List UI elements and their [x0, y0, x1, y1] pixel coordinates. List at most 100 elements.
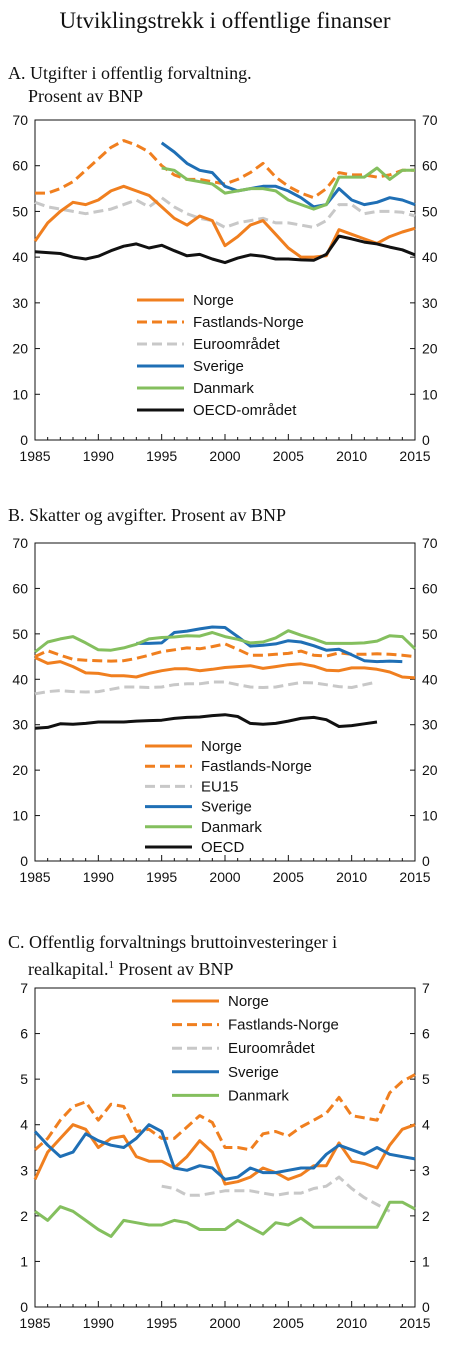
panel-c-legend-label-fastlands-norge: Fastlands-Norge	[228, 1017, 339, 1034]
panel-b-series-norge	[34, 656, 416, 680]
panel-c-ytick-right-label: 3	[422, 1162, 430, 1178]
panel-a-legend-label-oecd-omradet: OECD-området	[193, 402, 297, 419]
panel-a-ytick-right-label: 70	[422, 112, 438, 128]
panel-c-legend-label-sverige: Sverige	[228, 1064, 279, 1081]
panel-b-ytick-left-label: 40	[12, 671, 28, 687]
panel-a-xtick-label: 2005	[273, 448, 304, 464]
panel-b-ytick-right-label: 30	[422, 717, 438, 733]
panel-b-ytick-left-label: 10	[12, 808, 28, 824]
panel-b-ytick-right-label: 50	[422, 626, 438, 642]
panel-c-ytick-left-label: 3	[20, 1162, 28, 1178]
panel-a-ytick-right-label: 10	[422, 386, 438, 402]
panel-c-ytick-left-label: 5	[20, 1071, 28, 1087]
panel-b-xtick-label: 2000	[209, 869, 240, 885]
panel-c-ytick-right-label: 4	[422, 1117, 430, 1133]
panel-c-xtick-label: 1990	[83, 1315, 114, 1331]
panel-a-series-fastlands-norge	[35, 139, 415, 200]
panel-c-series-euroomradet	[161, 1175, 391, 1213]
panel-c-title-line2: realkapital.1 Prosent av BNP	[8, 959, 233, 979]
panel-c-legend-label-danmark: Danmark	[228, 1087, 289, 1104]
panel-b-xtick-label: 1985	[19, 869, 50, 885]
panel-a-ytick-right-label: 30	[422, 295, 438, 311]
panel-a-title-line2: Prosent av BNP	[28, 86, 144, 106]
panel-b-series-sverige	[136, 625, 403, 664]
panel-b-xtick-label: 1995	[146, 869, 177, 885]
panel-a-ytick-right-label: 60	[422, 158, 438, 174]
panel-c-xtick-label: 2000	[209, 1315, 240, 1331]
panel-a-ytick-right-label: 0	[422, 432, 430, 448]
panel-a-xtick-label: 1985	[19, 448, 50, 464]
panel-a-ytick-left-label: 30	[12, 295, 28, 311]
panel-b-ytick-right-label: 0	[422, 853, 430, 869]
panel-a-title-line1: A. Utgifter i offentlig forvaltning.	[8, 63, 252, 83]
panel-c-xtick-label: 2010	[336, 1315, 367, 1331]
panel-c-chart: 0 0 1 1 2 2 3 3 4 4 5 5 6 6 7 7 1985 1990 1995 2000 2005 2010…	[19, 980, 430, 1331]
panel-a-ytick-left-label: 20	[12, 341, 28, 357]
panel-c-ytick-left-label: 7	[20, 980, 28, 996]
panel-c-ytick-left-label: 2	[20, 1208, 28, 1224]
panel-c-ytick-right-label: 5	[422, 1071, 430, 1087]
panel-b-legend-label-danmark: Danmark	[201, 819, 262, 836]
panel-a-xtick-label: 2010	[336, 448, 367, 464]
panel-a-xtick-label: 2015	[399, 448, 430, 464]
panel-b-ytick-right-label: 10	[422, 808, 438, 824]
panel-c-title-line1: C. Offentlig forvaltnings bruttoinvester…	[8, 932, 338, 952]
panel-a-xtick-label: 1990	[83, 448, 114, 464]
panel-a-ytick-right-label: 20	[422, 341, 438, 357]
panel-b-series-fastlands-norge	[34, 642, 416, 663]
panel-c-title-subtitle: realkapital.	[28, 959, 109, 979]
panel-b-legend-label-norge: Norge	[201, 738, 242, 755]
panel-c-ytick-right-label: 7	[422, 980, 430, 996]
panel-a-legend-label-fastlands-norge: Fastlands-Norge	[193, 314, 304, 331]
panel-b-chart: 0 0 10 10 20 20 30 30 40 40 50 50 60 60 70 70 1985 1990 19…	[12, 535, 437, 885]
panel-c-title-subtitle2: Prosent av BNP	[113, 959, 234, 979]
panel-b-xtick-label: 1990	[83, 869, 114, 885]
panel-a-ytick-left-label: 10	[12, 386, 28, 402]
panel-c-footnote-marker: 1	[108, 959, 114, 971]
panel-b-legend-label-fastlands-norge: Fastlands-Norge	[201, 758, 312, 775]
panel-c-series-norge	[33, 1123, 416, 1186]
panel-b-ytick-left-label: 20	[12, 762, 28, 778]
panel-a-series-oecd-omradet	[34, 234, 416, 265]
panel-b-xtick-label: 2005	[273, 869, 304, 885]
panel-b-xtick-label: 2010	[336, 869, 367, 885]
page-title: Utviklingstrekk i offentlige finanser	[59, 8, 391, 33]
panel-c-ytick-left-label: 0	[20, 1299, 28, 1315]
panel-a-chart: 0 0 10 10 20 20 30 30 40 40 50 50 60 60 70 70 1985 1990 19…	[12, 112, 437, 464]
panel-b-ytick-right-label: 20	[422, 762, 438, 778]
panel-c-xtick-label: 2015	[399, 1315, 430, 1331]
panel-c-xtick-label: 2005	[273, 1315, 304, 1331]
panel-a-ytick-right-label: 50	[422, 203, 438, 219]
panel-b-ytick-left-label: 70	[12, 535, 28, 551]
panel-a-xtick-label: 2000	[209, 448, 240, 464]
panel-c-legend-label-euroomradet: Euroområdet	[228, 1040, 316, 1057]
panel-b-ytick-left-label: 0	[20, 853, 28, 869]
panel-b-series-oecd	[34, 713, 378, 730]
panel-b-title: B. Skatter og avgifter. Prosent av BNP	[8, 504, 286, 527]
panel-c-ytick-right-label: 2	[422, 1208, 430, 1224]
panel-b-ytick-left-label: 30	[12, 717, 28, 733]
panel-c-ytick-left-label: 6	[20, 1026, 28, 1042]
panel-c-series-sverige	[33, 1123, 416, 1181]
panel-a-legend-label-euroomradet: Euroområdet	[193, 336, 281, 353]
panel-b-ytick-right-label: 70	[422, 535, 438, 551]
panel-c-ytick-left-label: 4	[20, 1117, 28, 1133]
panel-b-legend-label-sverige: Sverige	[201, 799, 252, 816]
panel-a-legend-label-sverige: Sverige	[193, 358, 244, 375]
panel-c-title: C. Offentlig forvaltnings bruttoinvester…	[8, 931, 337, 981]
panel-b-ytick-left-label: 60	[12, 580, 28, 596]
panel-a-series-sverige	[160, 141, 416, 209]
panel-b-ytick-right-label: 60	[422, 580, 438, 596]
panel-a-legend-label-norge: Norge	[193, 292, 234, 309]
panel-a-ytick-left-label: 0	[20, 432, 28, 448]
panel-c-ytick-left-label: 1	[20, 1253, 28, 1269]
panel-c-ytick-right-label: 6	[422, 1026, 430, 1042]
panel-a-ytick-left-label: 70	[12, 112, 28, 128]
panel-a-xtick-label: 1995	[146, 448, 177, 464]
panel-b-legend-label-oecd: OECD	[201, 839, 245, 856]
panel-b-xtick-label: 2015	[399, 869, 430, 885]
panel-c-legend-label-norge: Norge	[228, 993, 269, 1010]
panel-c-xtick-label: 1985	[19, 1315, 50, 1331]
panel-a-ytick-right-label: 40	[422, 249, 438, 265]
